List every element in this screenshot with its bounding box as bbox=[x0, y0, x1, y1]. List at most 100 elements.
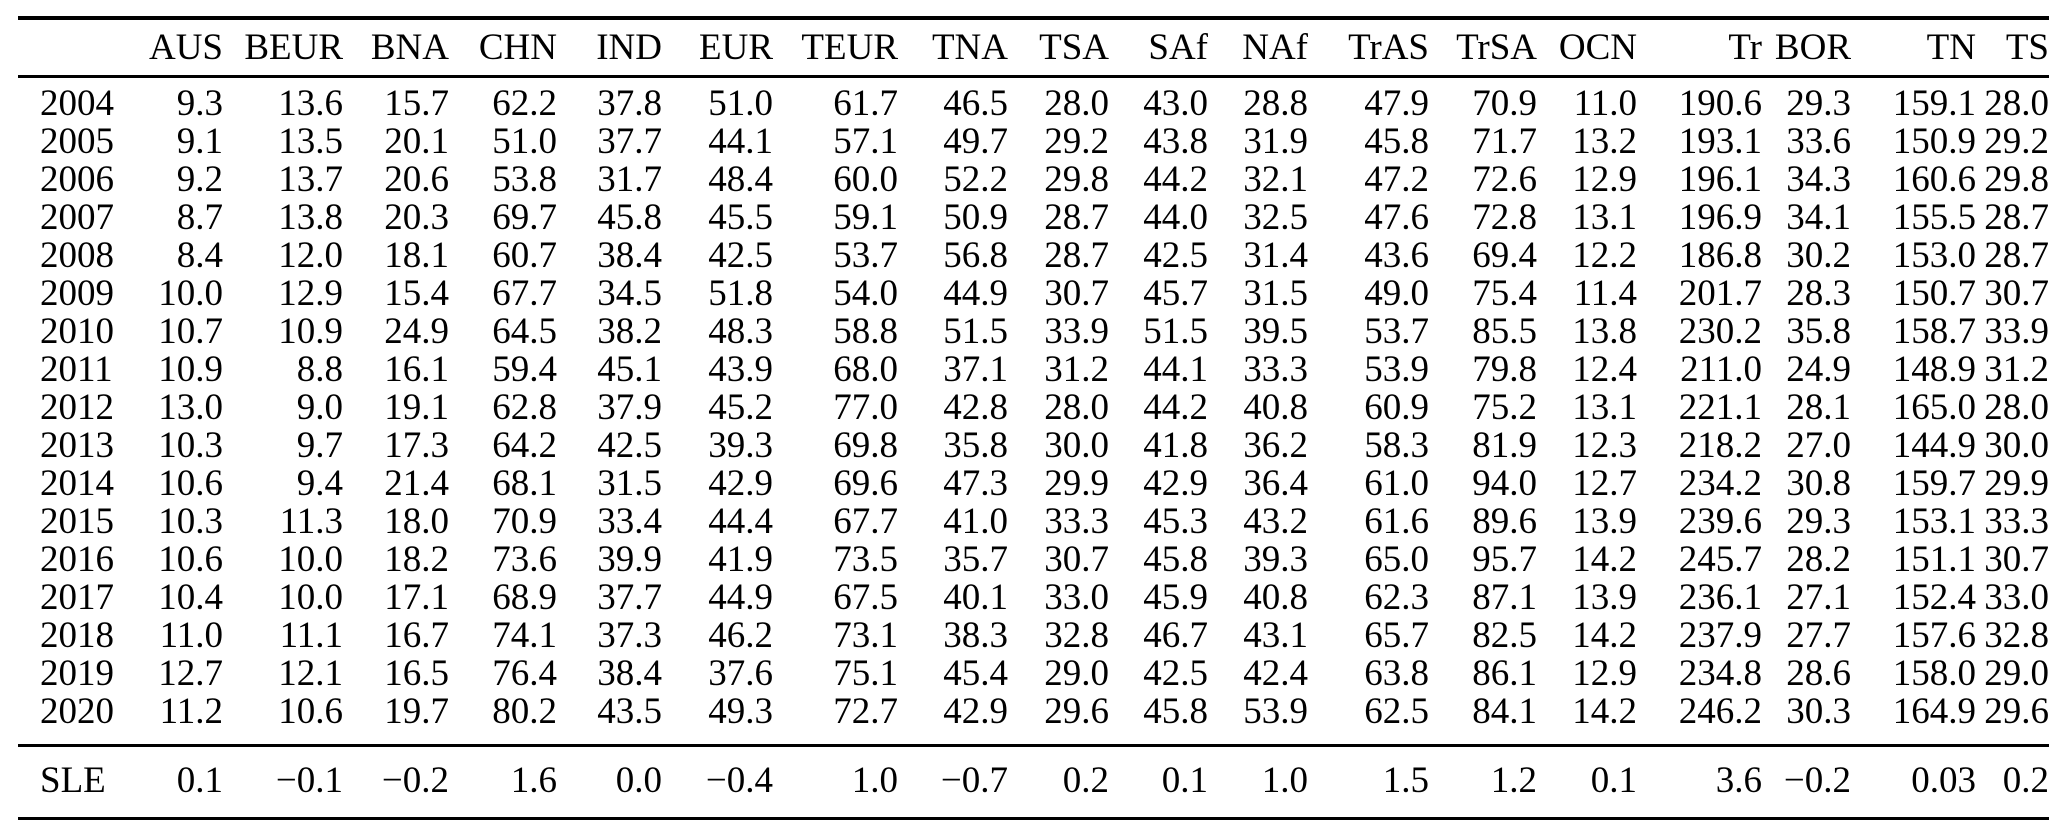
table-cell: 44.2 bbox=[1143, 387, 1208, 428]
table-cell: 35.8 bbox=[1786, 311, 1851, 352]
table-row: 2013 10.3 9.7 17.3 64.2 42.5 39.3 69.8 35.8 30.0 4… bbox=[18, 427, 2049, 465]
table-cell: 82.5 bbox=[1472, 615, 1537, 656]
table-cell: 42.8 bbox=[943, 387, 1008, 428]
row-year: 2019 bbox=[40, 653, 114, 694]
table-cell: 73.6 bbox=[492, 539, 557, 580]
table-cell: 59.4 bbox=[492, 349, 557, 390]
table-cell: 9.3 bbox=[176, 83, 223, 124]
table-cell: 16.5 bbox=[384, 653, 449, 694]
table-cell: 43.2 bbox=[1243, 501, 1308, 542]
table-cell: 11.2 bbox=[159, 691, 223, 732]
table-cell: 10.7 bbox=[158, 311, 223, 352]
table-cell: 193.1 bbox=[1678, 121, 1762, 162]
sle-cell: 0.03 bbox=[1911, 760, 1976, 801]
table-cell: 42.9 bbox=[943, 691, 1008, 732]
table-cell: 28.0 bbox=[1044, 83, 1109, 124]
table-cell: 65.0 bbox=[1364, 539, 1429, 580]
table-cell: 11.3 bbox=[279, 501, 343, 542]
header-row: AUS BEUR BNA CHN IND EUR TEUR TNA TSA SAf NAf TrAS T… bbox=[18, 18, 2049, 77]
table-cell: 18.1 bbox=[384, 235, 449, 276]
table-cell: 14.2 bbox=[1572, 691, 1637, 732]
column-header-BEUR: BEUR bbox=[244, 27, 343, 68]
table-cell: 49.3 bbox=[708, 691, 773, 732]
table-cell: 29.0 bbox=[1984, 653, 2049, 694]
sle-row: SLE 0.1 −0.1 −0.2 1.6 0.0 −0.4 1.0 −0.7 0.2 0.1 1.0… bbox=[18, 746, 2049, 819]
sle-cell: −0.4 bbox=[705, 760, 773, 801]
table-cell: 95.7 bbox=[1472, 539, 1537, 580]
sle-cell: 0.2 bbox=[1062, 760, 1109, 801]
table-cell: 239.6 bbox=[1678, 501, 1762, 542]
table-cell: 49.0 bbox=[1364, 273, 1429, 314]
table-cell: 42.5 bbox=[708, 235, 773, 276]
table-cell: 30.7 bbox=[1984, 273, 2049, 314]
table-cell: 75.1 bbox=[833, 653, 898, 694]
table-cell: 37.3 bbox=[597, 615, 662, 656]
table-cell: 64.5 bbox=[492, 311, 557, 352]
table-cell: 56.8 bbox=[943, 235, 1008, 276]
table-cell: 37.7 bbox=[597, 121, 662, 162]
table-cell: 61.0 bbox=[1364, 463, 1429, 504]
table-cell: 41.8 bbox=[1143, 425, 1208, 466]
table-cell: 48.4 bbox=[708, 159, 773, 200]
table-cell: 69.4 bbox=[1472, 235, 1537, 276]
table-cell: 62.8 bbox=[492, 387, 557, 428]
sle-cell: 1.0 bbox=[851, 760, 898, 801]
table-cell: 13.8 bbox=[278, 197, 343, 238]
table-cell: 236.1 bbox=[1678, 577, 1762, 618]
table-cell: 61.6 bbox=[1364, 501, 1429, 542]
table-cell: 43.1 bbox=[1243, 615, 1308, 656]
table-cell: 12.9 bbox=[278, 273, 343, 314]
table-cell: 53.9 bbox=[1364, 349, 1429, 390]
table-cell: 33.3 bbox=[1984, 501, 2049, 542]
table-cell: 165.0 bbox=[1892, 387, 1976, 428]
table-cell: 144.9 bbox=[1892, 425, 1976, 466]
table-row: 2014 10.6 9.4 21.4 68.1 31.5 42.9 69.6 47.3 29.9 4… bbox=[18, 465, 2049, 503]
table-cell: 45.8 bbox=[1364, 121, 1429, 162]
table-cell: 37.7 bbox=[597, 577, 662, 618]
table-cell: 67.5 bbox=[833, 577, 898, 618]
table-cell: 62.3 bbox=[1364, 577, 1429, 618]
table-cell: 34.3 bbox=[1786, 159, 1851, 200]
table-cell: 48.3 bbox=[708, 311, 773, 352]
table-cell: 46.2 bbox=[708, 615, 773, 656]
table-row: 2008 8.4 12.0 18.1 60.7 38.4 42.5 53.7 56.8 28.7 4… bbox=[18, 237, 2049, 275]
table-cell: 89.6 bbox=[1472, 501, 1537, 542]
table-cell: 40.8 bbox=[1243, 577, 1308, 618]
table-cell: 33.0 bbox=[1984, 577, 2049, 618]
table-cell: 42.5 bbox=[597, 425, 662, 466]
table-cell: 47.2 bbox=[1364, 159, 1429, 200]
table-cell: 44.1 bbox=[708, 121, 773, 162]
table-row: 2011 10.9 8.8 16.1 59.4 45.1 43.9 68.0 37.1 31.2 4… bbox=[18, 351, 2049, 389]
table-cell: 73.5 bbox=[833, 539, 898, 580]
table-cell: 11.4 bbox=[1573, 273, 1637, 314]
table-cell: 60.0 bbox=[833, 159, 898, 200]
table-cell: 58.8 bbox=[833, 311, 898, 352]
table-cell: 44.1 bbox=[1143, 349, 1208, 390]
table-cell: 42.4 bbox=[1243, 653, 1308, 694]
table-cell: 69.7 bbox=[492, 197, 557, 238]
table-cell: 72.6 bbox=[1472, 159, 1537, 200]
table-row: 2007 8.7 13.8 20.3 69.7 45.8 45.5 59.1 50.9 28.7 4… bbox=[18, 199, 2049, 237]
table-cell: 13.2 bbox=[1572, 121, 1637, 162]
table-cell: 53.7 bbox=[1364, 311, 1429, 352]
column-header-EUR: EUR bbox=[699, 27, 773, 68]
table-cell: 53.7 bbox=[833, 235, 898, 276]
table-row: 2019 12.7 12.1 16.5 76.4 38.4 37.6 75.1 45.4 29.0… bbox=[18, 655, 2049, 693]
table-cell: 150.7 bbox=[1892, 273, 1976, 314]
table-cell: 11.1 bbox=[279, 615, 343, 656]
sle-cell: 0.2 bbox=[2002, 760, 2049, 801]
table-cell: 60.9 bbox=[1364, 387, 1429, 428]
table-cell: 45.7 bbox=[1143, 273, 1208, 314]
table-cell: 49.7 bbox=[943, 121, 1008, 162]
table-cell: 28.0 bbox=[1984, 83, 2049, 124]
table-cell: 201.7 bbox=[1678, 273, 1762, 314]
table-cell: 10.3 bbox=[158, 501, 223, 542]
table-row: 2009 10.0 12.9 15.4 67.7 34.5 51.8 54.0 44.9 30.7… bbox=[18, 275, 2049, 313]
table-cell: 43.0 bbox=[1143, 83, 1208, 124]
table-cell: 35.7 bbox=[943, 539, 1008, 580]
table-cell: 86.1 bbox=[1472, 653, 1537, 694]
table-cell: 42.5 bbox=[1143, 235, 1208, 276]
table-cell: 44.2 bbox=[1143, 159, 1208, 200]
table-cell: 43.9 bbox=[708, 349, 773, 390]
table-cell: 160.6 bbox=[1892, 159, 1976, 200]
